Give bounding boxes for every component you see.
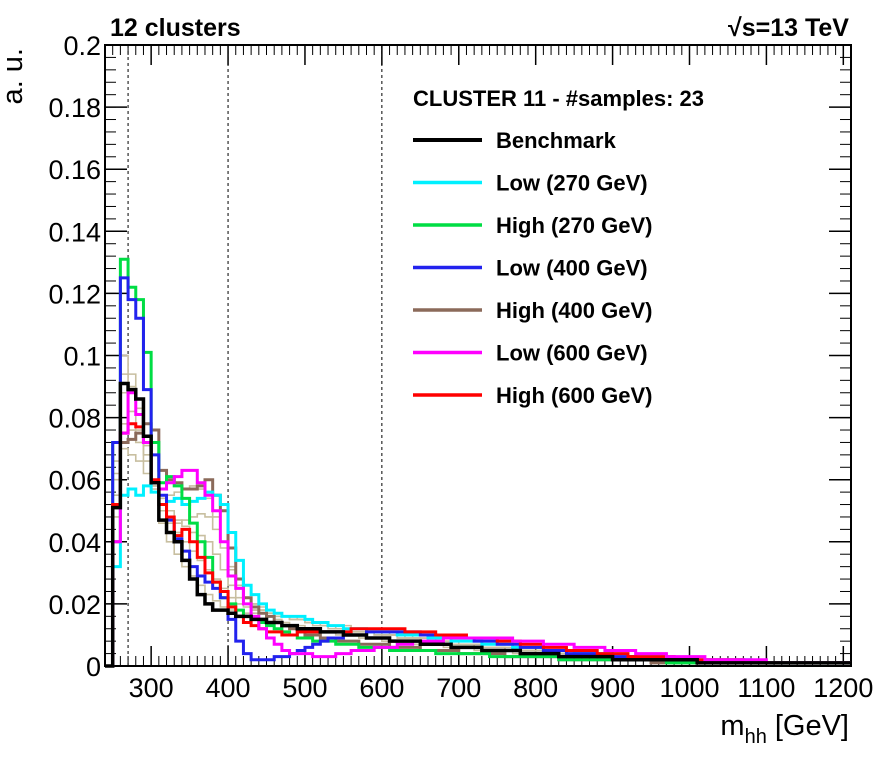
x-tick-label: 1000 [659,673,719,703]
y-tick-label: 0.04 [48,528,101,558]
x-tick-label: 600 [359,673,404,703]
tick-labels: 300 400 500 600 700 800 900 1000 1100 1200 0 0.02 0.… [48,31,873,703]
y-tick-label: 0.16 [48,155,101,185]
sqrt-symbol: √ [728,14,742,42]
x-tick-label: 300 [129,673,174,703]
legend-label: High (600 GeV) [496,383,652,408]
series-line-low-400-gev [105,276,851,668]
legend-label: Benchmark [496,128,617,153]
y-tick-label: 0.02 [48,590,101,620]
y-tick-label: 0.2 [63,31,101,61]
x-tick-label: 1100 [737,673,795,703]
legend-label: Low (270 GeV) [496,171,648,196]
y-tick-label: 0.08 [48,404,101,434]
chart-title-right: √s=13 TeV [728,14,849,42]
energy-label: s=13 TeV [742,14,850,42]
series-line-sample-5 [105,373,851,667]
legend-title: CLUSTER 11 - #samples: 23 [413,86,704,111]
x-tick-label: 700 [436,673,481,703]
series-layer [105,257,851,668]
series-line-high-400-gev [105,422,851,668]
series-line-low-600-gev [105,391,851,668]
y-tick-label: 0.14 [48,217,101,247]
y-tick-label: 0 [86,652,101,682]
x-axis-subscript: hh [745,726,767,748]
y-axis-title: a. u. [0,48,29,104]
x-tick-label: 900 [590,673,635,703]
x-axis-title: mhh [GeV] [720,710,849,748]
series-line-sample-4 [105,423,851,667]
legend-label: Low (600 GeV) [496,341,648,366]
x-tick-label: 1200 [813,673,873,703]
x-tick-label: 800 [513,673,558,703]
y-tick-label: 0.18 [48,93,101,123]
chart-title-left: 12 clusters [110,14,241,42]
series-line-high-600-gev [105,422,851,668]
series-line-sample-2 [105,447,851,667]
y-tick-label: 0.06 [48,466,101,496]
legend: Benchmark Low (270 GeV) High (270 GeV) Low … [413,128,652,408]
legend-label: High (400 GeV) [496,298,652,323]
reference-lines [127,45,383,666]
x-tick-label: 500 [282,673,327,703]
y-tick-label: 0.1 [63,342,101,372]
series-line-benchmark [105,381,851,668]
x-axis-main: m [720,710,744,742]
legend-label: Low (400 GeV) [496,256,648,281]
legend-label: High (270 GeV) [496,213,652,238]
x-tick-label: 400 [206,673,251,703]
x-axis-unit: [GeV] [775,710,849,742]
series-line-high-270-gev [105,257,851,668]
y-tick-label: 0.12 [48,279,101,309]
